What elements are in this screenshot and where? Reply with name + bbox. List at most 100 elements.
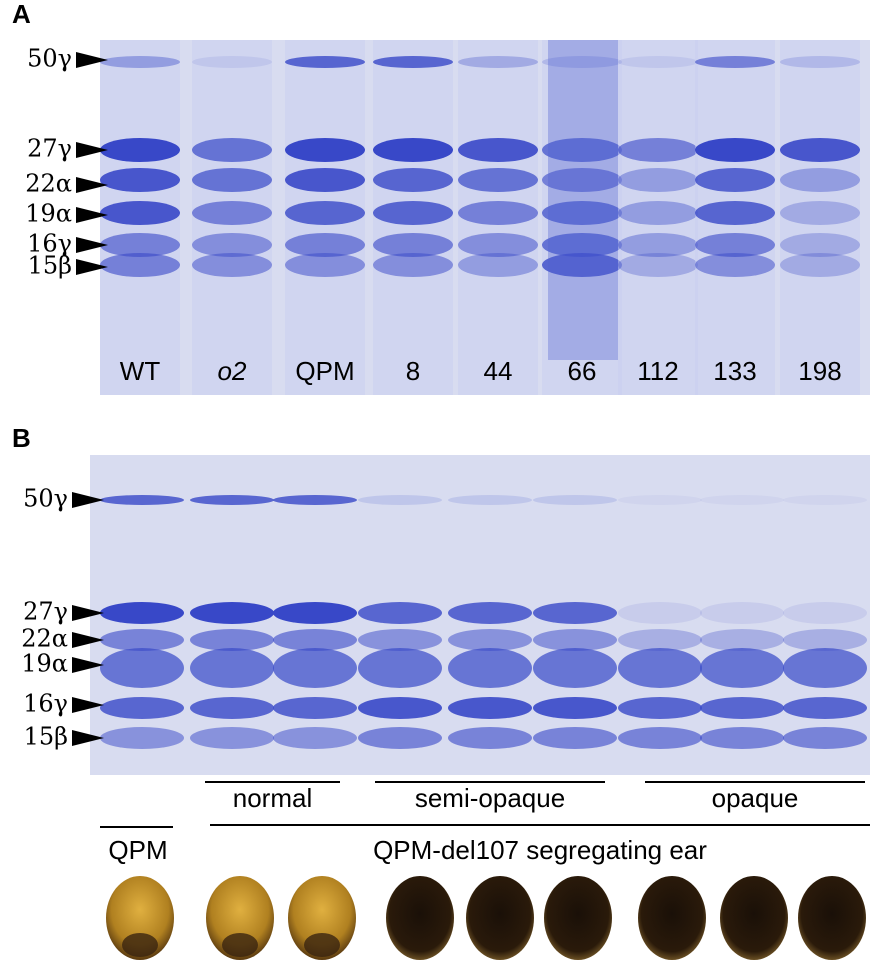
arrowhead [76,207,108,223]
band [373,201,453,225]
lane-label: 112 [637,356,678,386]
band [783,629,867,651]
band [780,56,860,68]
band-label: 27γ [23,598,68,626]
band [700,495,784,505]
band [100,629,184,651]
band [190,727,274,749]
band [285,138,365,162]
band [700,727,784,749]
kernel [106,876,174,960]
band [373,253,453,277]
band [780,233,860,257]
band [100,138,180,162]
band [285,201,365,225]
arrowhead [72,657,104,673]
band [100,602,184,624]
band [273,727,357,749]
kernel-label: QPM [108,835,167,865]
band [458,138,538,162]
band [273,629,357,651]
band [100,201,180,225]
band-label: 22α [21,625,68,653]
band [192,56,272,68]
band [190,602,274,624]
arrowhead [76,259,108,275]
band [100,168,180,192]
kernel-germ [304,933,340,957]
band [358,697,442,719]
band [695,201,775,225]
band [618,233,698,257]
band [780,253,860,277]
band-label: 19α [25,200,72,228]
band [780,138,860,162]
band [190,697,274,719]
band [618,253,698,277]
lane-label: 66 [568,356,597,386]
lane-label: 44 [484,356,513,386]
band [373,56,453,68]
band [533,495,617,505]
band [780,201,860,225]
band [273,602,357,624]
band [700,697,784,719]
kernel [798,876,866,960]
band [542,253,622,277]
band [618,648,702,688]
band [700,602,784,624]
band [192,201,272,225]
band-label: 16γ [23,690,68,718]
band [458,168,538,192]
band-label: 22α [25,170,72,198]
band [700,648,784,688]
band [358,648,442,688]
arrowhead [76,237,108,253]
lane-label: QPM [295,356,354,386]
band [373,138,453,162]
band [373,168,453,192]
band-label: 15β [24,723,68,751]
kernel [386,876,454,960]
kernel [288,876,356,960]
arrowhead [72,605,104,621]
panel-label: A [12,0,31,29]
band [695,138,775,162]
band [618,629,702,651]
kernel [720,876,788,960]
band [285,233,365,257]
band [100,648,184,688]
band-label: 15β [28,252,72,280]
group-label: normal [233,783,312,813]
arrowhead [76,52,108,68]
kernel [544,876,612,960]
band [448,629,532,651]
band [448,495,532,505]
arrowhead [72,492,104,508]
band [533,602,617,624]
band [458,233,538,257]
band [100,56,180,68]
band [190,648,274,688]
band-label: 27γ [27,135,72,163]
kernel [466,876,534,960]
band [100,233,180,257]
band [100,495,184,505]
lane-label: o2 [218,356,247,386]
band [618,138,698,162]
group-label: semi-opaque [415,783,565,813]
kernel-germ [122,933,158,957]
band [190,629,274,651]
band [190,495,274,505]
band [192,168,272,192]
band-label: 50γ [27,45,72,73]
band [542,201,622,225]
group-label: opaque [712,783,799,813]
band [358,495,442,505]
band [458,253,538,277]
kernel-germ [222,933,258,957]
band [780,168,860,192]
band [273,495,357,505]
